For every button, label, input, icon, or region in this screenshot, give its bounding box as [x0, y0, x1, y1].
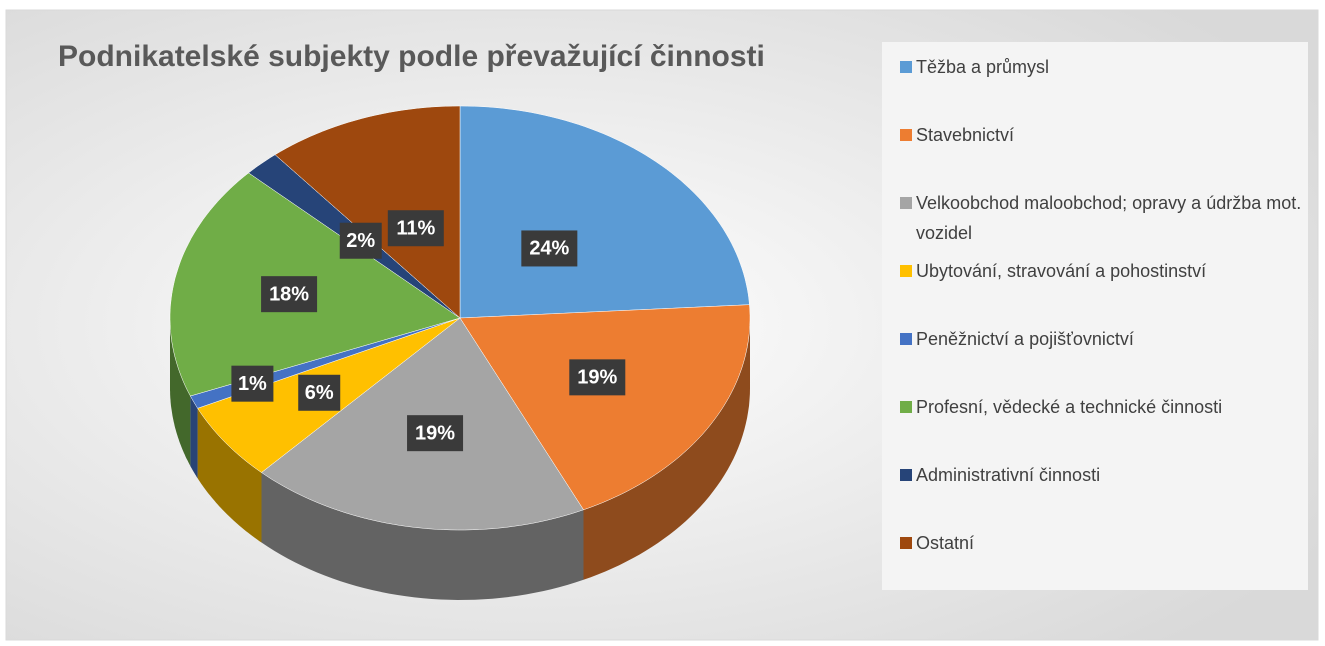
legend-swatch: [900, 197, 912, 209]
data-label-box: [261, 276, 318, 313]
slice-side: [261, 472, 584, 600]
data-label: 2%: [346, 230, 375, 252]
legend-label: Administrativní činnosti: [916, 465, 1101, 485]
slice-side: [190, 396, 198, 479]
legend-item: Profesní, vědecké a technické činnosti: [900, 392, 1305, 422]
slice-side: [583, 318, 750, 580]
chart-title: Podnikatelské subjekty podle převažující…: [58, 40, 765, 73]
legend-item: Stavebnictví: [900, 120, 1305, 150]
legend-label: Ostatní: [916, 533, 975, 553]
slice-side: [197, 408, 262, 543]
data-label-box: [407, 415, 464, 452]
legend-item: Ubytování, stravování a pohostinství: [900, 256, 1305, 286]
legend-label: Velkoobchod maloobchod; opravy a údržba …: [916, 193, 1302, 243]
legend-swatch: [900, 537, 912, 549]
slice: [274, 105, 461, 319]
data-label: 24%: [529, 238, 569, 260]
legend-item: Těžba a průmysl: [900, 52, 1305, 82]
legend-label: Profesní, vědecké a technické činnosti: [916, 397, 1223, 417]
legend-swatch: [900, 265, 912, 277]
legend-item: Velkoobchod maloobchod; opravy a údržba …: [900, 188, 1305, 248]
legend-swatch: [900, 61, 912, 73]
data-label-box: [231, 365, 274, 402]
legend: Těžba a průmysl Stavebnictví Velkoobchod m…: [882, 42, 1308, 590]
legend-label: Těžba a průmysl: [916, 57, 1050, 77]
legend-swatch: [900, 469, 912, 481]
data-label: 19%: [577, 367, 617, 389]
legend-swatch: [900, 401, 912, 413]
data-label: 18%: [269, 283, 309, 305]
data-label-box: [298, 374, 341, 411]
data-label: 6%: [305, 382, 334, 404]
legend-item: Peněžnictví a pojišťovnictví: [900, 324, 1305, 354]
legend-label: Peněžnictví a pojišťovnictví: [916, 329, 1134, 349]
data-label: 19%: [415, 422, 455, 444]
slice: [459, 304, 751, 511]
data-label-box: [521, 230, 578, 267]
data-label-box: [339, 222, 382, 259]
data-label-box: [569, 359, 626, 396]
legend-label: Ubytování, stravování a pohostinství: [916, 261, 1207, 281]
legend-item: Ostatní: [900, 528, 1305, 558]
slice-side: [170, 318, 191, 466]
data-label-box: [387, 210, 444, 247]
legend-swatch: [900, 129, 912, 141]
legend-label: Stavebnictví: [916, 125, 1015, 145]
data-label: 1%: [238, 373, 267, 395]
data-label: 11%: [396, 218, 435, 240]
legend-swatch: [900, 333, 912, 345]
legend-item: Administrativní činnosti: [900, 460, 1305, 490]
